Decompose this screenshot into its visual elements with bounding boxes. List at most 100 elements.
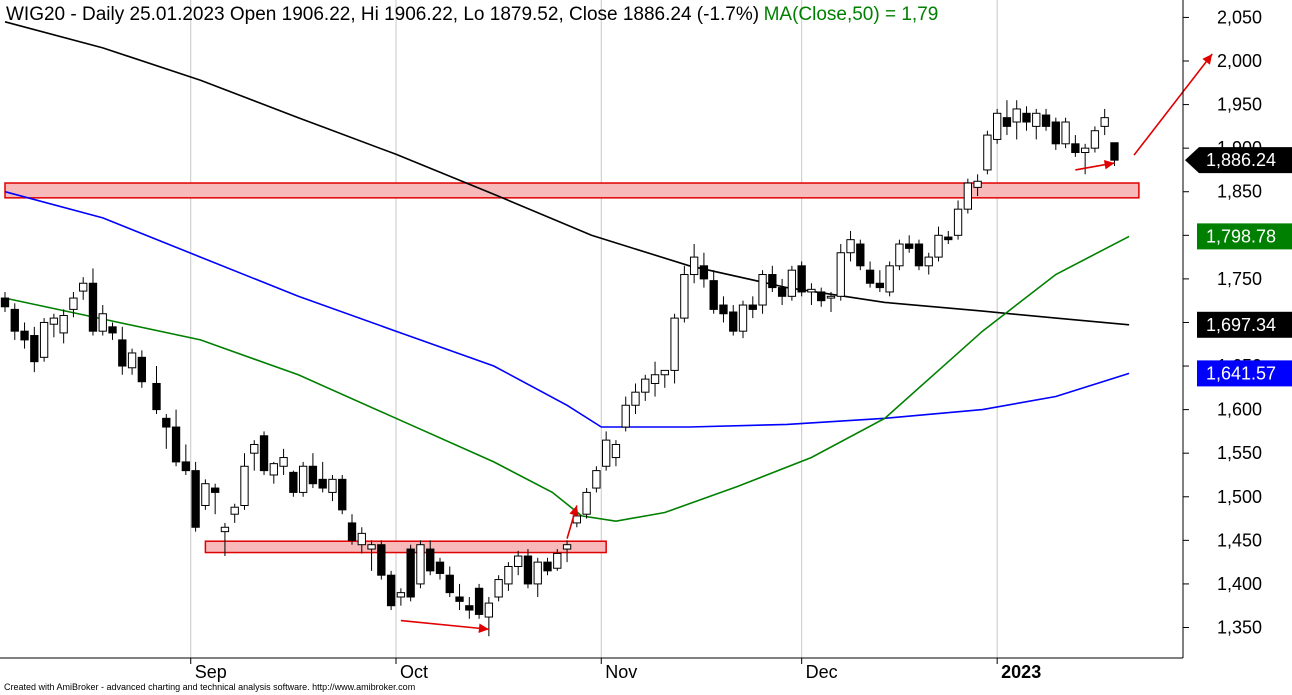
x-tick-label: 2023 (1001, 662, 1041, 682)
y-tick-label: 1,600 (1217, 400, 1262, 420)
candle-body (983, 134, 992, 171)
candle-body (992, 112, 1002, 140)
candle-body (79, 282, 88, 292)
candle-body (484, 602, 494, 618)
candle-body (963, 182, 973, 210)
candle-body (181, 461, 191, 472)
support-resistance-zones (4, 182, 1140, 554)
candle-body (318, 478, 327, 489)
candle-body (601, 439, 611, 467)
x-tick-label: Oct (400, 662, 428, 682)
candle-body (934, 234, 943, 258)
candle-body (308, 465, 318, 485)
support-zone (4, 182, 1140, 199)
ma100-line (4, 190, 1130, 428)
candle-body (924, 256, 933, 267)
candle-body (250, 443, 259, 454)
candle-body (719, 304, 728, 315)
chart-title: WIG20 - Daily 25.01.2023 Open 1906.22, H… (6, 4, 760, 25)
candle-body (875, 282, 885, 289)
candle-body (533, 561, 542, 585)
candle-body (787, 269, 797, 297)
y-tick-label: 1,950 (1217, 95, 1262, 115)
x-tick-label: Nov (605, 662, 637, 682)
ma50-line (4, 235, 1130, 523)
candle-body (826, 295, 836, 299)
candle-body (611, 443, 621, 459)
x-tick-label: Dec (806, 662, 838, 682)
candle-body (641, 378, 650, 393)
candle-body (230, 506, 239, 515)
candle-body (127, 352, 137, 369)
value-tags: 1,886.24 1,798.78 1,697.34 1,641.57 (1185, 147, 1292, 387)
candle-body (1071, 143, 1080, 154)
candle-body (347, 522, 357, 541)
support-zone (204, 540, 607, 554)
candle-body (49, 317, 59, 325)
ma200-tag (1197, 311, 1292, 338)
candle-body (973, 180, 982, 188)
candle-body (817, 291, 826, 302)
candle-body (289, 471, 298, 493)
candle-body (406, 548, 415, 598)
candle-body (504, 565, 513, 585)
y-tick-label: 2,000 (1217, 51, 1262, 71)
candle-body (514, 555, 523, 567)
candle-body (20, 330, 29, 341)
candle-body (171, 426, 181, 463)
candle-body (553, 552, 562, 569)
candlesticks (0, 100, 1119, 637)
candle-body (269, 463, 278, 476)
candle-body (465, 605, 474, 611)
candle-body (797, 265, 806, 293)
arrow-shaft (400, 619, 489, 631)
y-tick-label: 1,450 (1217, 530, 1262, 550)
candle-body (328, 478, 337, 493)
candle-body (30, 335, 39, 363)
candle-body (1012, 108, 1021, 123)
y-tick-label: 1,550 (1217, 443, 1262, 463)
candle-body (259, 435, 269, 472)
candle-body (709, 280, 718, 310)
candle-body (738, 304, 748, 332)
candle-body (1022, 112, 1031, 123)
candle-body (631, 391, 640, 406)
candle-body (650, 374, 660, 384)
chart-header: WIG20 - Daily 25.01.2023 Open 1906.22, H… (6, 4, 1182, 26)
candle-body (396, 592, 406, 598)
candle-body (944, 236, 953, 241)
candle-body (699, 265, 709, 280)
candle-body (768, 274, 777, 289)
candle-body (1100, 117, 1109, 127)
candle-body (807, 288, 816, 293)
candle-body (748, 304, 757, 310)
candle-body (1041, 114, 1051, 127)
candle-body (885, 265, 894, 293)
candle-body (137, 356, 147, 383)
candle-body (729, 311, 738, 332)
candle-body (162, 417, 171, 428)
arrow-head (478, 623, 489, 633)
arrow-shaft (1133, 53, 1213, 156)
candle-body (367, 544, 376, 550)
y-tick-label: 2,050 (1217, 7, 1262, 27)
annotation-arrows (400, 53, 1213, 633)
candle-body (689, 256, 699, 276)
candle-body (914, 243, 924, 267)
y-tick-label: 1,750 (1217, 269, 1262, 289)
candle-body (0, 297, 10, 308)
candle-body (220, 526, 230, 533)
ma-label: MA(Close,50) = 1,79 (763, 4, 939, 25)
candle-body (152, 382, 161, 411)
moving-averages (4, 21, 1130, 523)
candle-body (357, 532, 366, 546)
candle-body (1110, 142, 1119, 161)
candle-body (1061, 121, 1070, 145)
candle-body (543, 561, 552, 572)
candle-body (10, 308, 19, 332)
y-tick-label: 1,350 (1217, 617, 1262, 637)
ma50-tag-label: 1,798.78 (1206, 226, 1276, 246)
candle-body (1080, 147, 1090, 154)
y-tick-label: 1,850 (1217, 182, 1262, 202)
candle-body (905, 243, 914, 249)
